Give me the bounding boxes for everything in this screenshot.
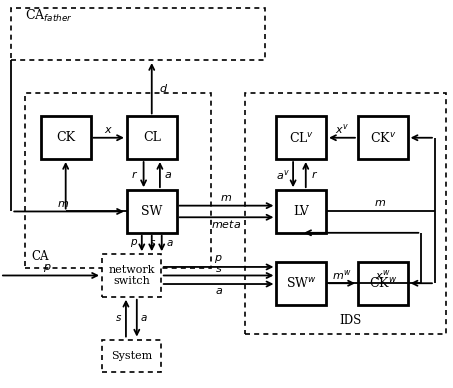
Text: $p$: $p$ bbox=[130, 237, 138, 249]
Bar bbox=[358, 116, 408, 159]
Text: $m$: $m$ bbox=[221, 193, 232, 203]
Text: CK: CK bbox=[56, 131, 75, 144]
Text: SW: SW bbox=[141, 205, 163, 218]
Bar bbox=[276, 190, 326, 233]
Bar bbox=[102, 254, 161, 297]
Bar bbox=[358, 262, 408, 305]
Text: CK$^w$: CK$^w$ bbox=[369, 276, 397, 290]
Text: $x^w$: $x^w$ bbox=[375, 268, 390, 282]
Text: network
switch: network switch bbox=[108, 265, 154, 286]
Text: $a$: $a$ bbox=[166, 239, 173, 248]
Text: $a$: $a$ bbox=[140, 313, 148, 323]
Text: CK$^v$: CK$^v$ bbox=[370, 131, 396, 145]
Bar bbox=[127, 116, 177, 159]
Bar bbox=[11, 8, 265, 60]
Bar bbox=[276, 116, 326, 159]
Text: $a$: $a$ bbox=[164, 170, 172, 180]
Text: $p$: $p$ bbox=[214, 253, 223, 265]
Text: CL$^v$: CL$^v$ bbox=[289, 131, 314, 145]
Text: LV: LV bbox=[294, 205, 309, 218]
Text: SW$^w$: SW$^w$ bbox=[286, 276, 317, 290]
Text: $m$: $m$ bbox=[58, 199, 69, 209]
Text: IDS: IDS bbox=[340, 314, 362, 327]
Text: $s$: $s$ bbox=[149, 239, 156, 248]
Text: CA: CA bbox=[32, 249, 49, 263]
Text: $x^v$: $x^v$ bbox=[335, 122, 349, 136]
Bar bbox=[102, 340, 161, 372]
Text: $s$: $s$ bbox=[215, 264, 222, 274]
Text: $s$: $s$ bbox=[115, 313, 122, 323]
Text: $p$: $p$ bbox=[43, 262, 52, 274]
Text: $a^v$: $a^v$ bbox=[276, 168, 290, 182]
Text: $d$: $d$ bbox=[159, 82, 168, 94]
Text: System: System bbox=[111, 351, 152, 361]
Text: $r$: $r$ bbox=[311, 169, 318, 180]
Bar bbox=[25, 93, 211, 268]
Text: $r$: $r$ bbox=[131, 169, 138, 180]
Text: $m$: $m$ bbox=[375, 198, 386, 208]
Bar bbox=[127, 190, 177, 233]
Bar bbox=[41, 116, 91, 159]
Text: $meta$: $meta$ bbox=[212, 218, 241, 230]
Text: CA$_{father}$: CA$_{father}$ bbox=[25, 7, 72, 24]
Text: $a$: $a$ bbox=[215, 286, 222, 296]
Bar bbox=[245, 93, 446, 334]
Text: $m^w$: $m^w$ bbox=[332, 268, 352, 282]
Text: $x$: $x$ bbox=[104, 125, 113, 135]
Bar bbox=[276, 262, 326, 305]
Text: CL: CL bbox=[143, 131, 161, 144]
